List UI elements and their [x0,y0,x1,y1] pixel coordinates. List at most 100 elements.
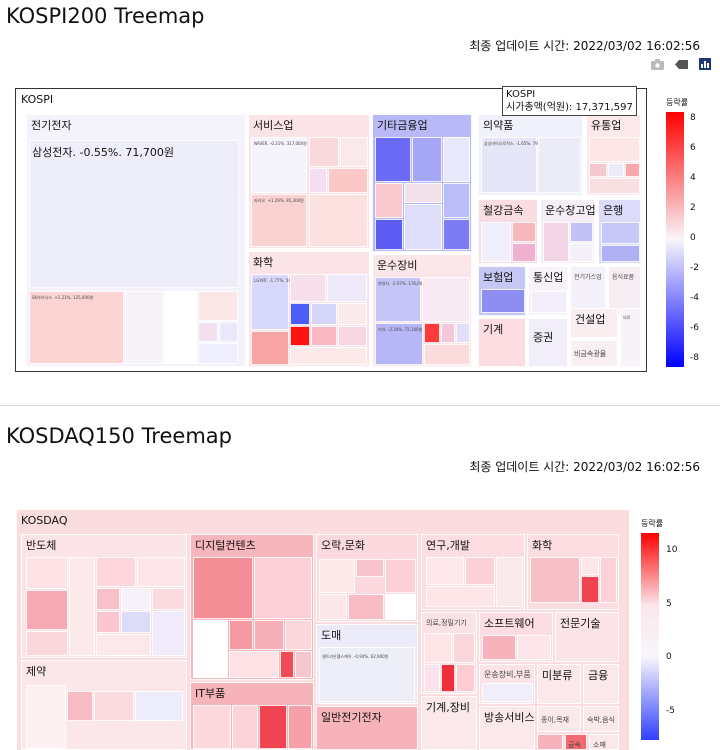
stock-tile[interactable] [422,277,470,322]
stock-tile[interactable] [375,183,403,218]
sector-rnd[interactable]: 연구,개발 [421,534,525,610]
stock-tile[interactable] [512,222,536,242]
sector-transport-eq[interactable]: 운수장비 현대차. -2.07%. 176,000원 기아. -2.30%. 7… [372,254,472,367]
stock-tile[interactable] [26,557,68,589]
stock-tile[interactable] [198,322,218,342]
stock-tile[interactable] [356,559,384,577]
stock-lgchem[interactable]: LG화학. -1.77%. 501,000원 [251,274,306,330]
stock-tile[interactable] [570,243,593,262]
stock-tile[interactable] [121,588,151,610]
stock-samsung[interactable]: 삼성전자. -0.55%. 71,700원 [29,140,239,288]
stock-tile[interactable] [589,178,640,194]
stock-tile[interactable] [375,219,403,250]
stock-tile[interactable] [338,326,367,346]
stock-tile[interactable] [465,557,495,585]
stock-tile[interactable] [26,685,66,749]
stock-tile[interactable] [69,557,95,656]
stock-tile[interactable] [229,651,279,678]
stock-tile[interactable] [290,326,310,346]
stock-tile[interactable] [412,137,442,182]
sector-nonmetal[interactable]: 비금속광물 [570,340,618,367]
stock-tile[interactable] [375,137,411,182]
sector-finance[interactable]: 금융 [583,664,619,704]
stock-tile[interactable] [254,620,284,650]
stock-tile[interactable] [531,291,567,313]
sector-tech[interactable]: 전문기술 [555,612,619,662]
stock-tile[interactable] [295,651,312,678]
sector-finance[interactable]: 기타금융업 [372,114,472,252]
sector-paper[interactable]: 종이,목재 [537,706,581,732]
stock-tile[interactable] [319,594,347,620]
sector-digital[interactable]: 디지털컨텐츠 [190,534,314,680]
camera-icon[interactable] [650,58,664,70]
stock-tile[interactable] [319,559,355,593]
stock-tile[interactable] [340,137,368,167]
sector-pharma[interactable]: 의약품 삼성바이오로직스. -1.65%. 799,000원 [478,114,583,196]
sector-dist[interactable]: 유통업 [586,114,641,196]
sector-entertain[interactable]: 오락,문화 [316,534,418,622]
stock-tile[interactable] [121,611,151,633]
sector-chem[interactable]: 화학 LG화학. -1.77%. 501,000원 [248,251,370,367]
stock-tile[interactable] [426,557,464,585]
stock-tile[interactable] [608,163,624,177]
stock-tile[interactable] [259,705,287,749]
stock-tile[interactable] [481,289,525,313]
stock-tile[interactable] [152,588,185,610]
stock-kakao[interactable]: 카카오. +1.29%. 95,300원 [251,194,307,247]
stock-kia[interactable]: 기아. -2.30%. 72,100원 [375,323,423,365]
stock-tile[interactable] [512,243,536,262]
stock-tile[interactable] [424,664,440,692]
stock-hynix[interactable]: SK하이닉스. +1.21%. 125,000원 [29,291,124,364]
stock-tile[interactable] [441,664,455,692]
sector-semi[interactable]: 반도체 [21,534,187,658]
stock-tile[interactable] [280,651,294,678]
sector-transport[interactable]: 운송장비,부품 [479,664,535,704]
stock-tile[interactable] [338,303,367,325]
stock-tile[interactable] [625,163,640,177]
stock-tile[interactable] [385,594,416,620]
stock-tile[interactable] [443,137,470,182]
stock-tile[interactable] [67,691,93,721]
stock-tile[interactable] [443,183,470,218]
stock-tile[interactable] [426,586,495,607]
stock-tile[interactable] [600,557,617,603]
stock-tile[interactable] [538,137,581,193]
stock-tile[interactable] [96,634,151,656]
sector-other[interactable]: 소매 [589,734,619,750]
stock-tile[interactable] [581,557,599,575]
stock-tile[interactable] [26,590,68,630]
stock-tile[interactable] [404,204,442,250]
stock-tile[interactable] [193,557,253,619]
stock-tile[interactable] [229,620,253,650]
stock-tile[interactable] [570,222,593,242]
sector-chem[interactable]: 화학 [527,534,619,610]
stock-tile[interactable] [385,559,416,593]
stock-tile[interactable] [96,557,136,587]
stock-tile[interactable] [424,633,452,663]
sector-other-small[interactable] [537,734,563,750]
stock-tile[interactable] [309,194,368,247]
stock-tile[interactable] [309,168,327,193]
stock-tile[interactable] [254,557,312,619]
stock-naver[interactable]: NAVER. -0.31%. 317,000원 [251,137,307,193]
stock-tile[interactable] [496,557,523,607]
stock-tile[interactable] [137,557,185,587]
stock-tile[interactable] [311,326,337,346]
stock-tile[interactable] [404,183,442,203]
sector-itparts[interactable]: IT부품 [190,682,314,750]
sector-elec-gas[interactable]: 전기가스업 [570,266,606,316]
stock-tile[interactable] [309,137,339,167]
stock-bio[interactable]: 삼성바이오로직스. -1.65%. 799,000원 [481,137,553,193]
sector-food[interactable]: 숙박,음식 [583,706,619,732]
sector-construction[interactable]: 건설업 [570,308,618,338]
sector-bank[interactable]: 은행 [598,199,641,264]
sector-transport-storage[interactable]: 운수창고업 [540,199,596,264]
stock-tile[interactable] [198,291,238,321]
sector-software[interactable]: 소프트웨어 [479,612,553,662]
stock-tile[interactable] [285,620,312,650]
sector-machine[interactable]: 기계 [478,318,526,367]
stock-tile[interactable] [543,222,569,262]
stock-tile[interactable] [601,222,640,244]
stock-tile[interactable] [290,274,326,302]
stock-seegene[interactable]: 셀트리온헬스케어. -0.94%. 62,900원 [319,647,415,702]
